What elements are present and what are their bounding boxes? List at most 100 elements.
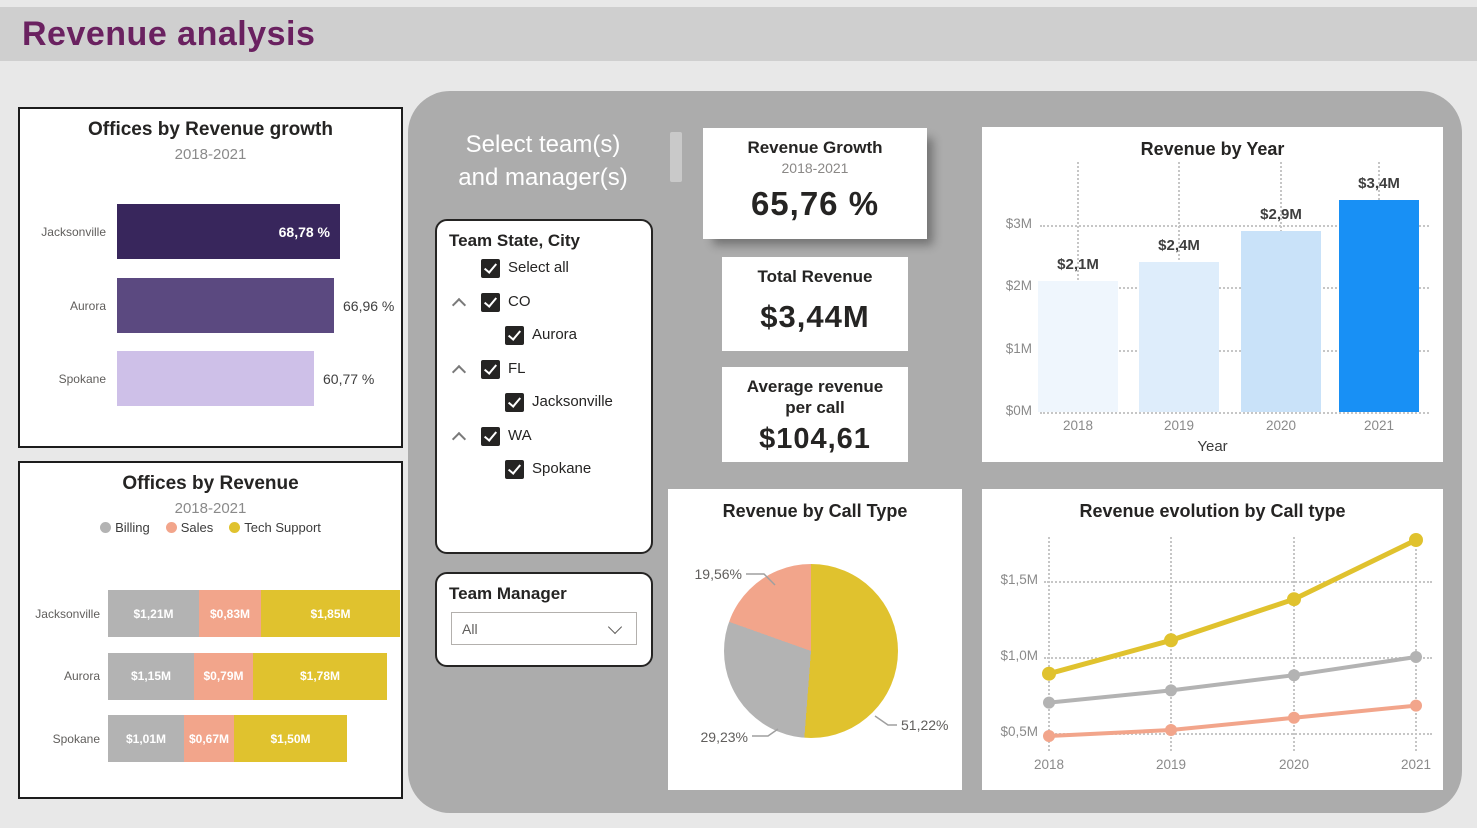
slice-label-sales: 19,56% [694,566,742,582]
category-label-jacksonville: Jacksonville [41,224,106,239]
point-sales-2021[interactable] [1410,699,1422,712]
growth-bar-plot: Jacksonville 68,78 % Aurora 66,96 % Spokane 6… [20,109,401,446]
panel-heading: Select team(s) and manager(s) [438,128,648,194]
checkbox-wa[interactable] [481,426,500,446]
segment-label: $1,50M [270,731,311,746]
y-tick--1-5m: $1,5M [1000,572,1038,587]
line-tech-support[interactable] [1048,537,1418,677]
chart-subtitle: 2018-2021 [174,500,247,517]
header-band: Revenue analysis [0,7,1477,61]
category-label-aurora: Aurora [69,298,106,313]
chart-title: Offices by Revenue growth [88,119,333,140]
point-tech-support-2018[interactable] [1042,666,1056,681]
segment-spokane-sales[interactable]: $0,67M [184,715,234,762]
chevron-down-icon [607,619,623,634]
checkbox-jacksonville[interactable] [505,393,524,412]
x-tick-2019: 2019 [1163,418,1195,433]
chevron-up-icon[interactable] [451,364,467,379]
point-tech-support-2019[interactable] [1164,633,1178,648]
slice-label-billing: 29,23% [700,729,748,745]
checkbox-spokane[interactable] [505,460,524,479]
value-label-2021: $3,4M [1358,175,1400,192]
slicer-label-spokane[interactable]: Spokane [532,460,592,477]
checkbox-aurora[interactable] [505,326,524,345]
slice-label-tech-support: 51,22% [901,717,949,733]
slicer-title: Team Manager [449,584,567,603]
point-billing-2019[interactable] [1165,684,1177,697]
kpi-title: Revenue Growth [747,138,883,157]
line-sales[interactable] [1048,703,1417,738]
chevron-up-icon[interactable] [451,297,467,312]
point-billing-2021[interactable] [1410,651,1422,663]
pie-revenue-by-call-type[interactable] [724,564,898,738]
kpi-subtitle: 2018-2021 [781,160,849,176]
value-label-2018: $2,1M [1057,256,1099,273]
value-label-spokane: 60,77 % [323,370,375,387]
point-billing-2018[interactable] [1043,696,1055,709]
segment-label: $0,83M [209,606,251,621]
checkbox-select-all[interactable] [481,259,500,278]
legend-dot-tech-support [229,522,241,533]
legend-label-billing: Billing [115,520,150,535]
gridline-2020 [1293,537,1295,751]
bar-spokane[interactable] [117,351,314,406]
legend-dot-billing [100,522,112,533]
segment-label: $0,79M [203,669,244,683]
slicer-row-spokane: Spokane [437,456,651,486]
y-tick--1-0m: $1,0M [1000,648,1038,663]
category-label-aurora: Aurora [63,669,100,683]
chevron-up-icon[interactable] [451,431,467,446]
segment-spokane-tech-support[interactable]: $1,50M [234,715,347,762]
value-label-aurora: 66,96 % [343,297,395,314]
segment-aurora-sales[interactable]: $0,79M [194,652,253,700]
chart-title: Revenue by Year [1140,139,1285,159]
segment-aurora-tech-support[interactable]: $1,78M [253,652,387,700]
team-manager-dropdown[interactable]: All [451,612,637,645]
slicer-label-select-all[interactable]: Select all [508,259,569,276]
slicer-label-fl[interactable]: FL [508,359,526,377]
slicer-row-jacksonville: Jacksonville [437,389,651,419]
average-revenue-per-call-kpi-card: Average revenue per call $104,61 [722,367,908,462]
slicer-label-aurora[interactable]: Aurora [532,326,578,343]
bar-2019[interactable] [1139,262,1219,412]
checkbox-co[interactable] [481,292,500,312]
segment-aurora-billing[interactable]: $1,15M [108,652,194,700]
segment-jacksonville-billing[interactable]: $1,21M [108,590,199,637]
chart-title: Revenue by Call Type [722,501,908,521]
panel-scrollbar-thumb[interactable] [670,132,682,182]
legend-item-billing[interactable]: Billing [100,520,150,535]
segment-jacksonville-tech-support[interactable]: $1,85M [261,590,400,637]
line-billing[interactable] [1048,655,1417,705]
segment-spokane-billing[interactable]: $1,01M [108,715,184,762]
point-tech-support-2021[interactable] [1409,533,1423,547]
gridline--0-5m [1044,733,1432,735]
leader-line-tech-support [874,715,897,726]
bar-2020[interactable] [1241,231,1321,412]
segment-label: $1,01M [125,731,167,746]
slicer-label-jacksonville[interactable]: Jacksonville [532,393,613,410]
slicer-row-fl: FL [437,356,651,386]
point-sales-2018[interactable] [1043,730,1055,742]
bar-jacksonville[interactable]: 68,78 % [117,204,340,259]
point-sales-2020[interactable] [1288,711,1300,724]
point-sales-2019[interactable] [1165,724,1177,736]
bar-2018[interactable] [1038,281,1118,412]
slicer-label-co[interactable]: CO [508,292,531,310]
slicer-label-wa[interactable]: WA [508,426,532,444]
point-tech-support-2020[interactable] [1287,592,1301,607]
x-tick-2019: 2019 [1155,757,1187,772]
segment-jacksonville-sales[interactable]: $0,83M [199,590,261,637]
bar-aurora[interactable] [117,278,334,333]
year-bar-plot: $0M $1M $2M $3M $2,1M 2018 $2,4M 2019 $2,9M 2020 $… [982,127,1443,462]
dropdown-selected-value: All [462,620,478,637]
gridline--0m [1040,412,1429,414]
bar-2021[interactable] [1339,200,1419,412]
team-manager-slicer: Team Manager All [435,572,653,667]
y-tick--0m: $0M [1005,403,1032,418]
point-billing-2020[interactable] [1288,669,1300,682]
offices-by-revenue-growth-card: Offices by Revenue growth 2018-2021 Jack… [18,107,403,448]
legend-item-sales[interactable]: Sales [165,520,213,535]
legend-item-tech-support[interactable]: Tech Support [229,520,321,535]
checkbox-fl[interactable] [481,359,500,379]
